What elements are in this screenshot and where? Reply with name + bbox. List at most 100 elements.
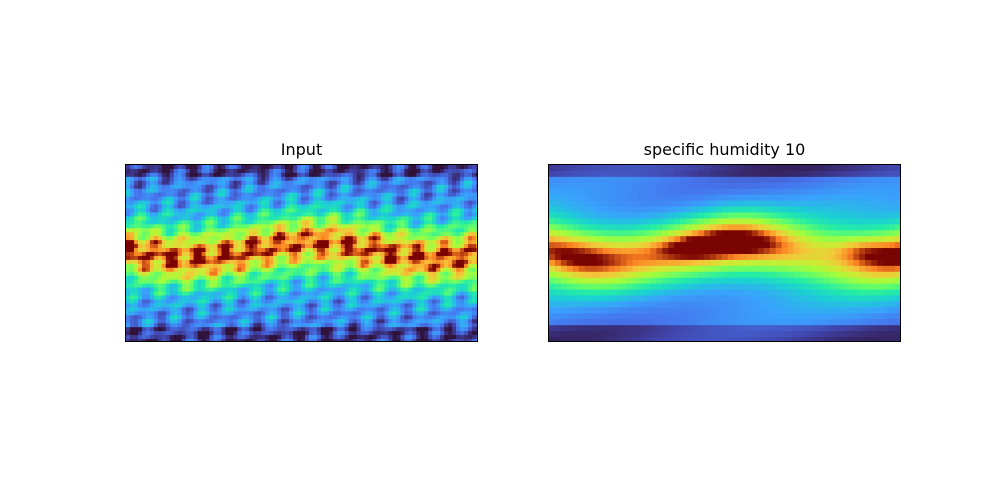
heatmap-cell [416, 271, 421, 277]
heatmap-cell [865, 188, 872, 196]
heatmap-cell [245, 224, 250, 229]
heatmap-cell [221, 228, 226, 233]
heatmap-cell [141, 271, 147, 277]
heatmap-cell [376, 335, 382, 340]
heatmap-cell [432, 168, 437, 174]
heatmap-cell [428, 255, 433, 261]
heatmap-cell [301, 196, 306, 202]
heatmap-cell [324, 216, 330, 221]
heatmap-cell [400, 263, 405, 269]
heatmap-cell [376, 331, 382, 336]
heatmap-cell [189, 236, 195, 241]
heatmap-cell [408, 252, 413, 257]
heatmap-cell [680, 253, 687, 261]
heatmap-cell [348, 287, 354, 293]
heatmap-cell [763, 170, 771, 178]
heatmap-cell [308, 275, 314, 281]
heatmap-cell [554, 206, 562, 213]
heatmap-cell [763, 248, 771, 255]
heatmap-cell [895, 236, 900, 243]
heatmap-cell [308, 295, 314, 300]
heatmap-cell [460, 180, 465, 186]
heatmap-cell [745, 253, 753, 261]
heatmap-cell [149, 287, 155, 293]
heatmap-cell [340, 335, 346, 340]
heatmap-cell [360, 200, 366, 206]
heatmap-cell [233, 263, 238, 269]
heatmap-cell [233, 248, 238, 253]
heatmap-cell [468, 180, 473, 186]
heatmap-cell [456, 220, 461, 225]
heatmap-cell [384, 311, 390, 316]
heatmap-cell [253, 165, 258, 170]
heatmap-cell [440, 165, 445, 170]
heatmap-cell [662, 188, 669, 196]
heatmap-cell [344, 200, 350, 206]
heatmap-cell [308, 196, 314, 202]
heatmap-cell [137, 279, 143, 285]
heatmap-cell [189, 279, 195, 285]
heatmap-cell [173, 204, 179, 209]
heatmap-cell [312, 196, 318, 202]
heatmap-cell [412, 323, 417, 328]
heatmap-cell [141, 176, 147, 182]
heatmap-cell [293, 244, 298, 249]
heatmap-cell [817, 170, 824, 178]
heatmap-cell [412, 327, 417, 332]
heatmap-cell [161, 204, 167, 209]
heatmap-cell [716, 242, 723, 249]
heatmap-cell [769, 242, 777, 249]
heatmap-cell [126, 331, 131, 336]
heatmap-cell [472, 165, 477, 170]
heatmap-cell [364, 291, 370, 297]
heatmap-cell [686, 194, 693, 202]
heatmap-cell [189, 248, 195, 253]
heatmap-cell [157, 220, 163, 225]
heatmap-cell [468, 311, 473, 316]
heatmap-cell [285, 267, 290, 273]
heatmap-cell [472, 176, 477, 182]
heatmap-cell [205, 275, 211, 281]
heatmap-cell [301, 291, 306, 297]
heatmap-cell [348, 228, 354, 233]
heatmap-cell [281, 307, 286, 312]
heatmap-cell [356, 188, 362, 194]
heatmap-cell [883, 242, 890, 249]
heatmap-cell [241, 216, 246, 221]
heatmap-cell [145, 228, 151, 233]
heatmap-cell [137, 224, 143, 229]
heatmap-cell [229, 275, 234, 281]
heatmap-cell [209, 327, 214, 332]
heatmap-cell [656, 230, 663, 237]
heatmap-cell [704, 182, 711, 190]
heatmap-cell [312, 228, 318, 233]
heatmap-cell [181, 275, 187, 281]
heatmap-cell [201, 196, 207, 202]
heatmap-cell [883, 253, 890, 261]
heatmap-cell [829, 212, 836, 219]
heatmap-cell [189, 224, 195, 229]
heatmap-cell [221, 244, 226, 249]
heatmap-cell [225, 315, 230, 320]
heatmap-cell [356, 208, 362, 213]
heatmap-cell [859, 194, 866, 202]
heatmap-cell [249, 252, 254, 257]
heatmap-cell [432, 339, 437, 341]
heatmap-cell [895, 194, 900, 202]
heatmap-cell [432, 232, 437, 237]
heatmap-cell [716, 236, 723, 243]
heatmap-cell [364, 303, 370, 308]
heatmap-cell [572, 253, 580, 261]
heatmap-cell [249, 200, 254, 206]
heatmap-cell [420, 331, 425, 336]
heatmap-cell [145, 204, 151, 209]
heatmap-cell [336, 315, 342, 320]
heatmap-cell [722, 182, 729, 190]
heatmap-cell [352, 224, 358, 229]
heatmap-cell [277, 279, 282, 285]
heatmap-cell [161, 200, 167, 206]
heatmap-cell [185, 232, 191, 237]
heatmap-cell [404, 315, 409, 320]
heatmap-cell [165, 315, 171, 320]
heatmap-cell [169, 228, 175, 233]
